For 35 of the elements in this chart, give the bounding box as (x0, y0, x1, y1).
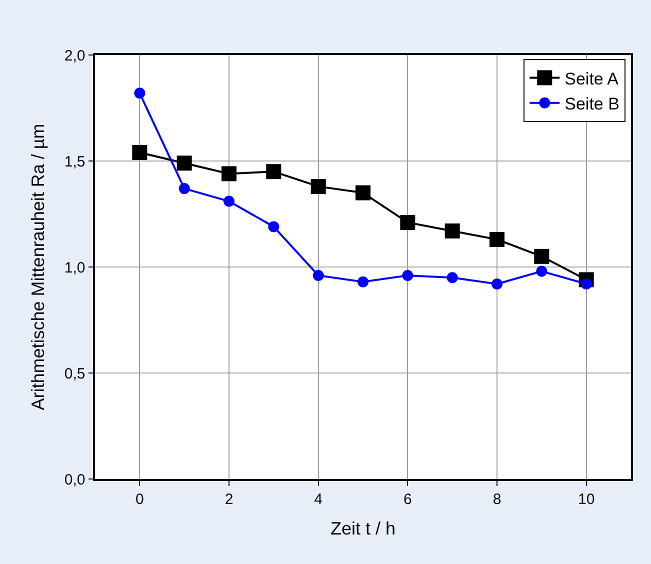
y-tick-label: 2,0 (64, 47, 86, 64)
x-tick-label: 10 (578, 490, 595, 508)
legend-label: Seite A (564, 69, 620, 88)
y-tick-label: 1,0 (64, 259, 86, 276)
y-tick-label: 1,5 (64, 153, 86, 170)
point (402, 270, 414, 281)
y-tick-label: 0,0 (64, 471, 86, 488)
point (356, 185, 370, 200)
x-tick-label: 2 (224, 490, 234, 508)
point (266, 164, 282, 180)
y-tick-label: 0,5 (64, 365, 86, 382)
point (132, 145, 148, 160)
point (178, 183, 190, 194)
point (358, 276, 368, 288)
x-tick-label: 0 (136, 490, 144, 508)
point (492, 278, 502, 290)
point (446, 272, 458, 284)
x-tick-label: 8 (492, 490, 502, 508)
point (176, 156, 192, 171)
point (536, 266, 548, 277)
point (312, 270, 324, 281)
point (310, 178, 326, 194)
point (534, 248, 550, 264)
point (268, 221, 280, 232)
point (400, 214, 416, 230)
legend-label: Seite B (564, 94, 620, 114)
x-tick-label: 4 (314, 490, 322, 508)
y-axis-title: Arithmetische Mittenrauheit Ra / µm (28, 124, 48, 410)
point (224, 196, 234, 207)
point (134, 88, 146, 99)
x-tick-label: 6 (404, 490, 412, 508)
x-axis-title: Zeit t / h (330, 518, 396, 538)
point (222, 166, 236, 182)
point (444, 223, 460, 238)
point (490, 232, 504, 247)
